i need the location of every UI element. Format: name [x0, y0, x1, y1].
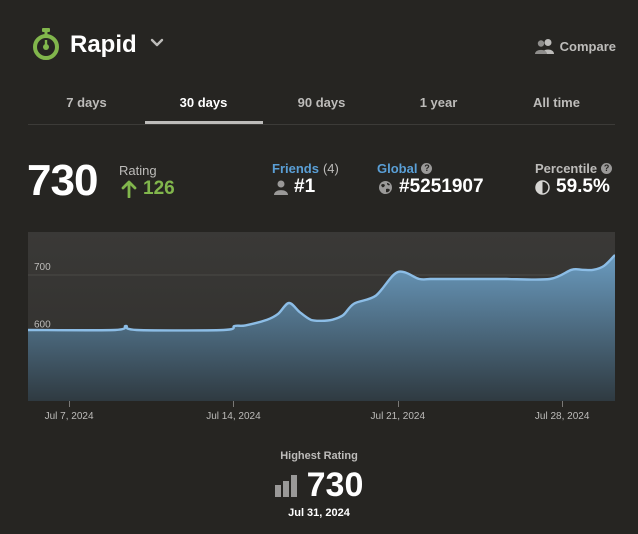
percentile: 59.5% — [535, 176, 610, 198]
mode-header: Rapid Compare — [32, 28, 616, 64]
chart-x-axis: Jul 7, 2024 Jul 14, 2024 Jul 21, 2024 Jul 2… — [28, 401, 615, 425]
y-tick-label: 700 — [34, 262, 51, 273]
chevron-down-icon[interactable] — [150, 38, 164, 48]
compare-label: Compare — [559, 38, 616, 54]
friends-rank-value: #1 — [294, 176, 316, 197]
highest-rating: 730 — [0, 466, 638, 505]
x-tick-mark — [397, 401, 399, 407]
rating-area — [28, 254, 615, 401]
period-tabs: 7 days 30 days 90 days 1 year All time — [28, 88, 615, 125]
friends-rank: #1 — [274, 176, 315, 198]
rating-change-value: 126 — [143, 178, 175, 199]
tab-all-time[interactable]: All time — [533, 95, 580, 110]
help-icon[interactable]: ? — [601, 163, 613, 174]
y-tick-label: 600 — [34, 319, 51, 330]
percentile-label: Percentile — [535, 161, 598, 176]
x-tick-label: Jul 28, 2024 — [534, 411, 590, 422]
percentile-header: Percentile ? — [535, 161, 613, 176]
x-tick-label: Jul 7, 2024 — [44, 411, 94, 422]
pie-icon — [535, 179, 550, 195]
global-rank: #5251907 — [378, 176, 484, 198]
percentile-value: 59.5% — [556, 176, 610, 197]
global-label: Global — [377, 161, 418, 176]
user-icon — [274, 180, 288, 195]
x-tick-mark — [69, 401, 71, 407]
mode-title[interactable]: Rapid — [70, 31, 137, 58]
users-icon — [534, 39, 554, 54]
x-tick-label: Jul 21, 2024 — [370, 411, 426, 422]
x-tick-label: Jul 14, 2024 — [206, 411, 261, 422]
rating-label: Rating — [119, 163, 157, 178]
tab-7-days[interactable]: 7 days — [66, 95, 107, 110]
active-tab-indicator — [145, 121, 263, 124]
tab-30-days[interactable]: 30 days — [179, 95, 228, 110]
current-rating: 730 — [27, 156, 98, 205]
tab-90-days[interactable]: 90 days — [297, 95, 346, 110]
arrow-up-icon — [121, 180, 137, 198]
bar-chart-icon — [274, 474, 297, 497]
friends-label: Friends — [272, 161, 319, 176]
x-tick-mark — [562, 401, 564, 407]
global-link[interactable]: Global ? — [377, 161, 433, 176]
x-tick-mark — [233, 401, 235, 407]
highest-rating-date: Jul 31, 2024 — [288, 507, 350, 519]
globe-icon — [379, 180, 392, 194]
help-icon[interactable]: ? — [421, 163, 433, 174]
global-rank-value: #5251907 — [399, 176, 484, 197]
rating-chart[interactable]: 500600700 — [28, 232, 615, 401]
friends-count: (4) — [322, 161, 339, 176]
stopwatch-icon — [33, 28, 59, 60]
rating-line — [28, 254, 615, 332]
highest-rating-value: 730 — [306, 466, 364, 504]
friends-link[interactable]: Friends (4) — [272, 161, 339, 176]
compare-button[interactable]: Compare — [534, 37, 616, 55]
rating-change: 126 — [121, 178, 175, 200]
tab-1-year[interactable]: 1 year — [419, 95, 458, 110]
highest-rating-label: Highest Rating — [280, 450, 358, 462]
